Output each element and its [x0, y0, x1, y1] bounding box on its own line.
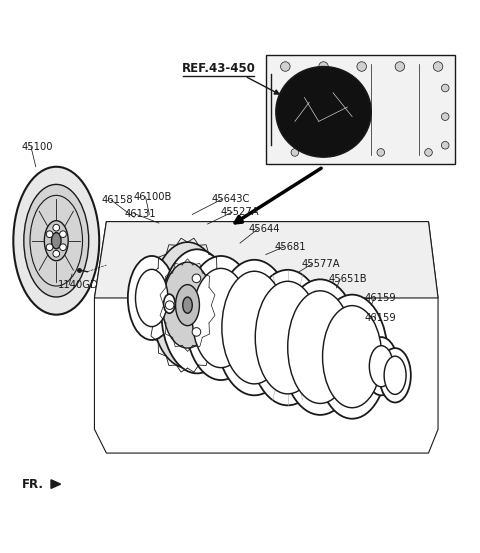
Text: 45651B: 45651B	[329, 274, 367, 284]
Ellipse shape	[159, 285, 180, 322]
Circle shape	[60, 231, 66, 238]
Circle shape	[46, 231, 53, 238]
Ellipse shape	[316, 295, 388, 419]
Circle shape	[53, 225, 60, 231]
Text: FR.: FR.	[22, 478, 43, 491]
Circle shape	[46, 244, 53, 251]
Circle shape	[395, 62, 405, 71]
Circle shape	[165, 301, 174, 310]
Ellipse shape	[288, 291, 353, 404]
Circle shape	[357, 62, 366, 71]
Ellipse shape	[151, 242, 224, 368]
Circle shape	[425, 149, 432, 156]
Ellipse shape	[215, 260, 293, 395]
Text: 45527A: 45527A	[221, 207, 260, 217]
Ellipse shape	[161, 249, 233, 373]
Ellipse shape	[323, 306, 382, 408]
Ellipse shape	[164, 294, 175, 313]
Ellipse shape	[185, 256, 257, 380]
Text: 1140GD: 1140GD	[58, 280, 98, 290]
Ellipse shape	[379, 348, 411, 403]
Ellipse shape	[192, 268, 250, 368]
Text: 45644: 45644	[249, 224, 280, 234]
Circle shape	[329, 149, 337, 156]
Ellipse shape	[384, 356, 406, 394]
Ellipse shape	[51, 233, 61, 249]
Ellipse shape	[163, 262, 212, 348]
Ellipse shape	[128, 256, 176, 340]
Ellipse shape	[369, 346, 393, 387]
Ellipse shape	[135, 269, 168, 327]
Polygon shape	[266, 55, 455, 164]
Circle shape	[442, 84, 449, 92]
Ellipse shape	[176, 285, 199, 326]
Ellipse shape	[183, 297, 192, 313]
Circle shape	[53, 251, 60, 257]
Circle shape	[291, 149, 299, 156]
Ellipse shape	[364, 337, 398, 395]
Polygon shape	[51, 480, 60, 488]
Text: 45643C: 45643C	[211, 194, 250, 204]
Text: 46100B: 46100B	[134, 192, 172, 202]
Ellipse shape	[13, 167, 99, 315]
Circle shape	[442, 113, 449, 121]
Ellipse shape	[249, 270, 327, 405]
Circle shape	[377, 149, 384, 156]
Text: 45100: 45100	[22, 142, 53, 152]
Polygon shape	[95, 222, 438, 453]
Ellipse shape	[255, 281, 320, 394]
Circle shape	[433, 62, 443, 71]
Text: REF.43-450: REF.43-450	[181, 62, 255, 75]
Polygon shape	[95, 222, 438, 298]
Circle shape	[442, 142, 449, 149]
Text: 46159: 46159	[365, 313, 397, 323]
Circle shape	[319, 62, 328, 71]
Ellipse shape	[24, 184, 89, 297]
Text: 46158: 46158	[102, 195, 133, 205]
Text: 46131: 46131	[124, 208, 156, 218]
Ellipse shape	[276, 66, 371, 157]
Circle shape	[192, 327, 201, 336]
Ellipse shape	[30, 195, 83, 286]
Text: 45681: 45681	[275, 242, 306, 252]
Circle shape	[281, 62, 290, 71]
Circle shape	[60, 244, 66, 251]
Circle shape	[192, 274, 201, 283]
Ellipse shape	[192, 302, 202, 320]
Ellipse shape	[222, 272, 287, 384]
Ellipse shape	[281, 279, 360, 415]
Ellipse shape	[44, 221, 68, 261]
Text: 45577A: 45577A	[301, 259, 340, 269]
Text: 46159: 46159	[365, 293, 397, 303]
